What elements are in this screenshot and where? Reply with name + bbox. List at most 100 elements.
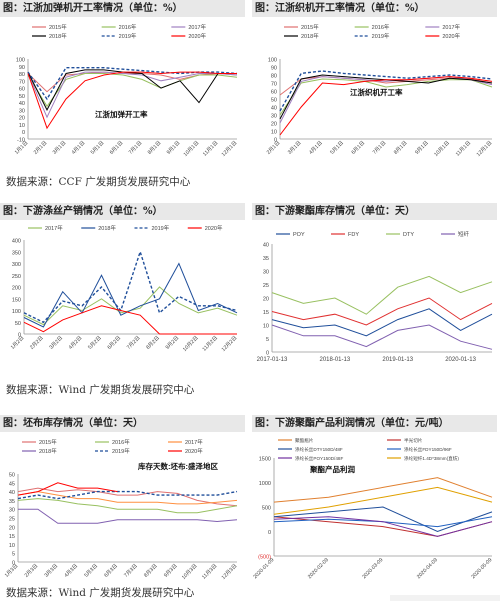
series-line [273, 486, 493, 515]
x-tick-label: 7月1日 [371, 139, 387, 155]
x-tick-label: 12月1日 [475, 139, 493, 157]
y-tick-label: 25 [263, 283, 269, 289]
series-line [279, 76, 493, 124]
series-line [27, 71, 237, 130]
x-tick-label: 11月3日 [200, 562, 218, 580]
series-line [273, 477, 493, 503]
legend-label: POY [293, 232, 305, 238]
y-tick-label: 350 [12, 250, 21, 256]
y-tick-label: 35 [263, 256, 269, 262]
legend-label: 2018年 [301, 32, 319, 40]
y-tick-label: 0 [18, 333, 21, 339]
y-tick-label: 250 [12, 274, 21, 280]
y-tick-label: 100 [268, 58, 277, 64]
x-tick-label: 7月1日 [127, 139, 143, 155]
series-line [273, 506, 493, 533]
x-tick-label: 6月2日 [106, 334, 122, 350]
legend-label: 2015年 [301, 23, 319, 31]
x-tick-label: 12月3日 [220, 562, 238, 580]
x-tick-label: 2020-04-09 [416, 557, 439, 580]
x-tick-label: 2020-05-09 [470, 557, 493, 580]
series-line [273, 516, 493, 537]
y-tick-label: 50 [15, 321, 21, 327]
y-tick-label: 0 [12, 561, 15, 567]
watermark-strip [390, 595, 500, 601]
series-line [18, 508, 238, 524]
y-tick-label: 40 [19, 101, 25, 107]
series-line [27, 71, 238, 119]
y-tick-label: 100 [12, 309, 21, 315]
y-tick-label: 40 [271, 106, 277, 112]
legend-label: 涤纶长丝DTY150D/48F [295, 446, 343, 453]
y-tick-label: 0 [268, 530, 271, 536]
x-tick-label: 2019-01-13 [382, 357, 413, 363]
y-tick-label: 10 [19, 123, 25, 129]
legend-label: 2015年 [49, 23, 67, 31]
y-tick-label: 5 [12, 552, 15, 558]
y-tick-label: 150 [12, 297, 21, 303]
x-tick-label: 10月3日 [180, 562, 198, 580]
y-tick-label: 400 [12, 239, 21, 245]
y-tick-label: 40 [263, 243, 269, 249]
legend-label: 2020年 [188, 32, 206, 40]
x-tick-label: 8月3日 [142, 562, 158, 578]
legend-label: 2015年 [39, 438, 57, 446]
y-tick-label: 1000 [259, 481, 271, 487]
legend-label: DTY [403, 232, 414, 238]
x-tick-label: 2月1日 [32, 139, 48, 155]
y-tick-label: 20 [263, 297, 269, 303]
y-tick-label: 70 [271, 82, 277, 88]
y-tick-label: 50 [19, 94, 25, 100]
x-tick-label: 9月1日 [413, 139, 429, 155]
x-tick-label: 10月2日 [181, 334, 199, 352]
series-line [271, 297, 493, 326]
x-tick-label: 4月1日 [307, 139, 323, 155]
x-tick-label: 5月3日 [83, 562, 99, 578]
y-tick-label: 30 [263, 270, 269, 276]
panel-polyester-inventory: 图：下游聚酯库存情况（单位：天） [252, 203, 497, 220]
y-tick-label: 90 [19, 65, 25, 71]
y-tick-label: 500 [262, 506, 271, 512]
y-tick-label: 40 [9, 490, 15, 496]
y-tick-label: 10 [263, 324, 269, 330]
y-tick-label: 60 [19, 87, 25, 93]
y-tick-label: 45 [9, 481, 15, 487]
series-line [23, 249, 238, 324]
panel-polyester-profit: 图：下游聚酯产品利润情况（单位：元/吨） [252, 415, 497, 432]
x-tick-label: 7月3日 [122, 562, 138, 578]
legend-label: 2017年 [45, 224, 63, 232]
x-tick-label: 2020-01-09 [252, 557, 275, 580]
legend-label: 2020年 [442, 32, 460, 40]
legend-label: 2018年 [98, 224, 116, 232]
series-line [271, 275, 493, 315]
chart-polyester-inventory: 0 5 10 15 20 25 30 35 40 2017-01-13 2018-01-13 2019… [257, 230, 493, 363]
y-tick-label: 60 [271, 90, 277, 96]
y-tick-label: 0 [266, 351, 269, 357]
y-tick-label: 50 [9, 473, 15, 479]
chart-polyester-profit: (500) 0 500 1000 1500 2020-01-09 2020-02-09 202… [252, 437, 493, 580]
series-line [17, 490, 238, 500]
legend-label: 2017年 [185, 438, 203, 446]
panel-polyester-sales: 图：下游涤丝产销情况（单位：%） [0, 203, 245, 220]
y-tick-label: 80 [19, 72, 25, 78]
y-tick-label: 20 [271, 122, 277, 128]
y-tick-label: 10 [271, 130, 277, 136]
x-tick-label: 9月3日 [162, 562, 178, 578]
source-row-1: 数据来源：CCF 广发期货发展研究中心 [6, 176, 191, 188]
x-tick-label: 8月2日 [145, 334, 161, 350]
series-line [23, 262, 238, 328]
legend-label: 2019年 [112, 447, 130, 455]
x-tick-label: 4月1日 [70, 139, 86, 155]
x-tick-label: 2020-01-13 [445, 357, 476, 363]
legend-label: 2017年 [188, 23, 206, 31]
x-tick-label: 2020-02-09 [307, 557, 330, 580]
y-tick-label: -10 [17, 138, 25, 144]
y-tick-label: 35 [9, 499, 15, 505]
panel-open-rate-texturing: 图：江浙加弹机开工率情况（单位：%） [0, 0, 245, 17]
legend-label: FDY [348, 232, 359, 238]
series-line [17, 482, 118, 496]
x-tick-label: 5月1日 [329, 139, 345, 155]
chart-annotation: 江浙织机开工率 [350, 87, 403, 97]
